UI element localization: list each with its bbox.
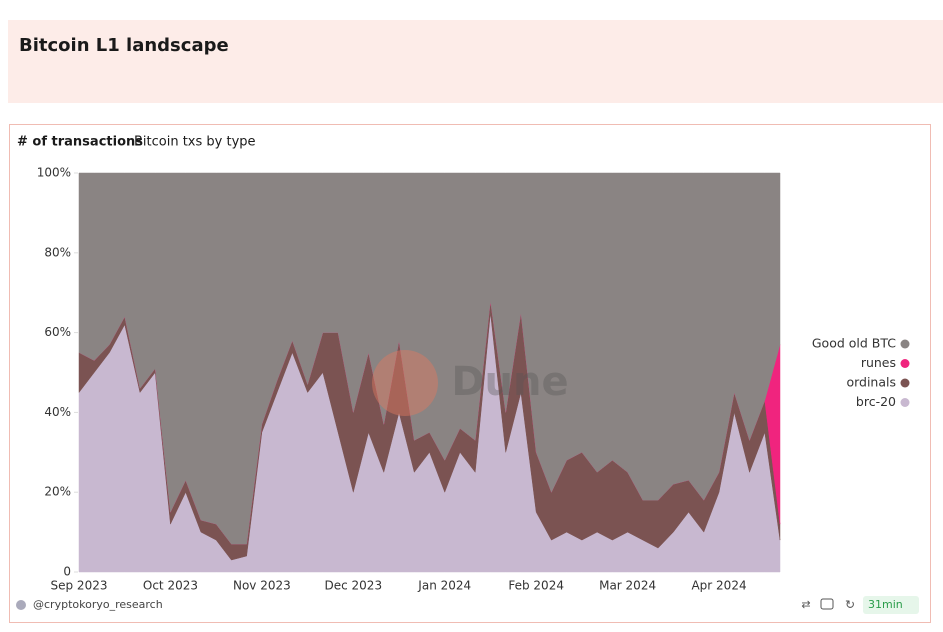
legend-dot — [900, 359, 910, 368]
x-tick-label: Mar 2024 — [599, 579, 656, 593]
x-tick-label: Feb 2024 — [508, 579, 564, 593]
avatar — [16, 600, 26, 610]
y-tick-label: 20% — [44, 485, 71, 499]
legend-label: Good old BTC — [812, 336, 896, 351]
x-tick-label: Jan 2024 — [417, 579, 471, 593]
legend-label: brc-20 — [856, 394, 896, 409]
legend-dot — [900, 398, 910, 407]
dashboard-title: Bitcoin L1 landscape — [19, 35, 229, 56]
legend-label: ordinals — [846, 375, 896, 390]
y-tick-label: 60% — [44, 325, 71, 339]
plot — [78, 172, 781, 573]
y-tick-label: 100% — [37, 166, 71, 180]
x-tick-label: Dec 2023 — [325, 579, 383, 593]
refresh-icon[interactable]: ↻ — [845, 598, 855, 612]
share-icon[interactable]: ⇄ — [801, 598, 810, 611]
x-tick-label: Nov 2023 — [233, 579, 291, 593]
legend-dot — [900, 339, 910, 349]
legend-dot — [900, 378, 910, 388]
watermark-logo — [372, 350, 438, 416]
refresh-badge[interactable] — [863, 596, 919, 614]
x-tick-label: Oct 2023 — [143, 579, 198, 593]
y-tick-label: 80% — [44, 245, 71, 259]
y-tick-label: 40% — [44, 405, 71, 419]
legend-label: runes — [861, 355, 896, 370]
x-tick-label: Sep 2023 — [51, 579, 108, 593]
refresh-time: 31min — [868, 598, 903, 611]
area — [78, 172, 781, 545]
author: @cryptokoryo_research — [33, 598, 163, 611]
x-tick-label: Apr 2024 — [691, 579, 746, 593]
y-tick-label: 0 — [63, 565, 71, 579]
chart-title: # of transactions — [17, 135, 143, 150]
screenshot-icon[interactable] — [820, 598, 834, 610]
chart-subtitle: Bitcoin txs by type — [134, 135, 256, 150]
watermark: Dune — [451, 359, 568, 405]
header-bg — [8, 20, 943, 103]
